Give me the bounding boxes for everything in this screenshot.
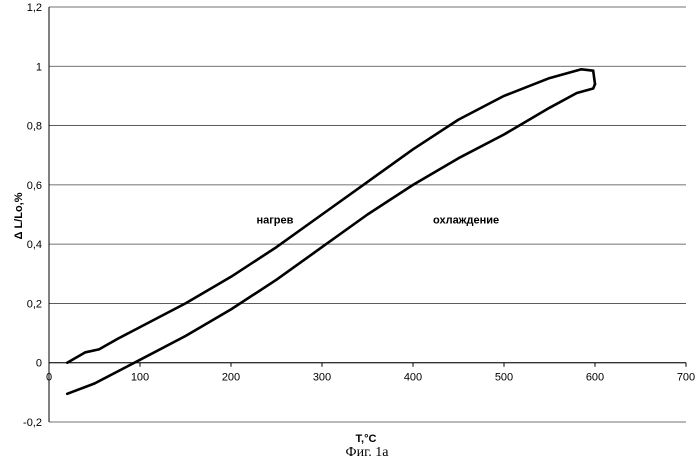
x-tick-label: 300 <box>313 372 331 384</box>
y-tick-label: 0,6 <box>27 180 42 192</box>
y-tick-label: 0,8 <box>27 121 42 133</box>
y-tick-label: 1,2 <box>27 2 42 14</box>
x-tick-label: 700 <box>677 372 695 384</box>
series-group <box>67 69 595 394</box>
y-tick-label: 0,2 <box>27 298 42 310</box>
x-tick-label: 0 <box>46 372 52 384</box>
y-tick-label: -0,2 <box>23 417 42 429</box>
annotation-cooling: охлаждение <box>433 214 499 226</box>
y-tick-label: 1 <box>36 61 42 73</box>
x-tick-label: 100 <box>131 372 149 384</box>
annotation-heating: нагрев <box>256 214 293 226</box>
series-cooling-line <box>67 84 595 394</box>
x-tick-label: 500 <box>495 372 513 384</box>
x-tick-label: 600 <box>586 372 604 384</box>
x-tick-label: 400 <box>404 372 422 384</box>
y-axis-label: Δ L/Lo,% <box>13 192 25 239</box>
loop-closure-segment <box>593 71 595 84</box>
x-tick-label: 200 <box>222 372 240 384</box>
figure-caption: Фиг. 1а <box>346 445 390 460</box>
y-tick-label: 0,4 <box>27 239 42 251</box>
x-axis-label: T,°C <box>356 433 377 445</box>
y-tick-label: 0 <box>36 358 42 370</box>
series-heating-line <box>67 69 593 362</box>
